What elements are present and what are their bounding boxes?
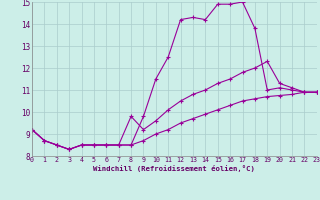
X-axis label: Windchill (Refroidissement éolien,°C): Windchill (Refroidissement éolien,°C) <box>93 165 255 172</box>
